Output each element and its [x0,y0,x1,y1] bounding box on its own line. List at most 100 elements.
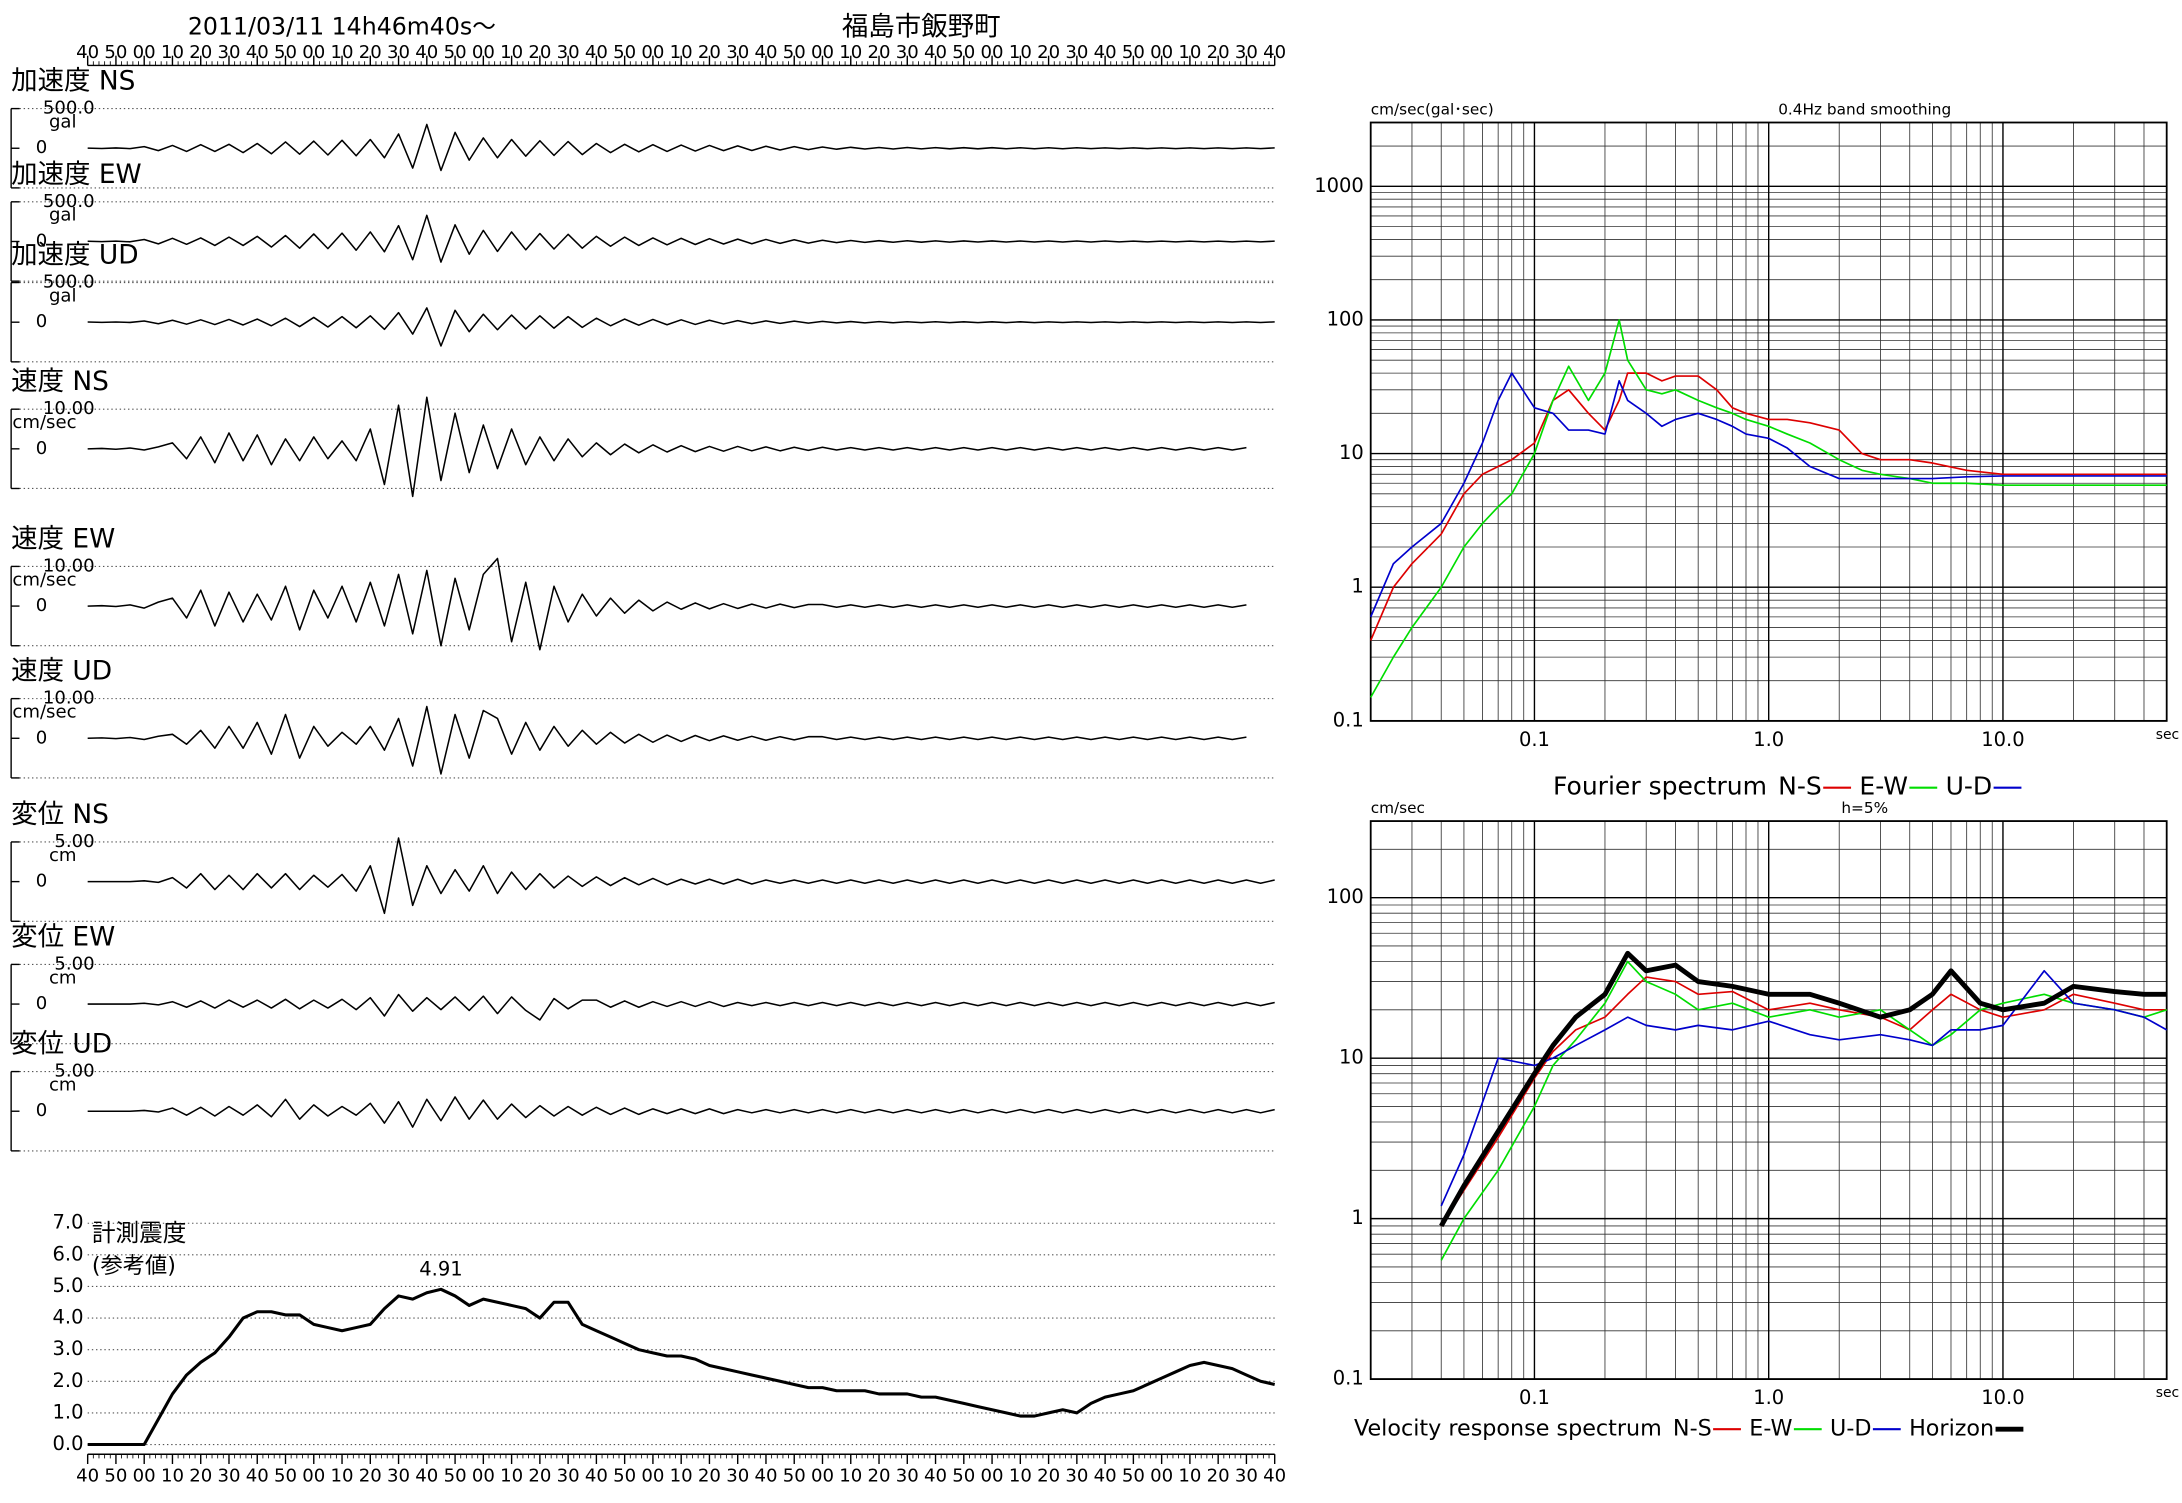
y-tick-label: 10.00 [43,688,95,709]
x-tick-label: 00 [981,42,1004,63]
x-tick-label: 20 [1207,1466,1230,1487]
x-tick-label: 20 [868,1466,891,1487]
legend-label: N-S [1778,772,1822,801]
y-tick-label: 100 [1327,885,1364,908]
y-tick-label: 4.0 [53,1306,84,1329]
waveform [87,705,1247,775]
x-tick-label: 00 [302,1466,325,1487]
legend-label: E-W [1749,1416,1792,1442]
x-tick-label: 30 [896,1466,919,1487]
x-tick-label: 40 [415,42,438,63]
x-tick-label: 40 [76,42,99,63]
x-tick-label: 40 [1263,1466,1286,1487]
y-tick-label: 500.0 [43,98,95,119]
x-tick-label: 0.1 [1519,728,1550,751]
waveform [87,993,1275,1021]
x-tick-label: 40 [585,42,608,63]
x-tick-label: 40 [1094,1466,1117,1487]
unit-label: cm [49,1074,77,1095]
unit-label: gal [49,112,77,133]
x-tick-label: 30 [387,42,410,63]
legend-label: N-S [1673,1416,1712,1442]
x-tick-label: 10 [839,42,862,63]
y-axis-label: cm/sec [1371,799,1425,817]
x-tick-label: 40 [415,1466,438,1487]
unit-label: gal [49,285,77,306]
x-tick-label: 00 [472,42,495,63]
y-tick-label: 6.0 [53,1242,84,1265]
plot-frame [1369,820,2168,1381]
y-tick-label: 0 [36,595,48,616]
x-tick-label: 20 [189,42,212,63]
x-tick-label: 10.0 [1981,1386,2024,1409]
waveform [87,307,1275,347]
x-axis-label: sec [2156,727,2179,743]
x-tick-label: 1.0 [1753,728,1784,751]
x-tick-label: 30 [557,42,580,63]
x-tick-label: 10 [500,42,523,63]
legend-label: U-D [1946,772,1993,801]
chart-subtitle: h=5% [1841,799,1888,817]
y-tick-label: 10.00 [43,555,95,576]
y-tick-label: 2.0 [53,1369,84,1392]
x-tick-label: 50 [444,1466,467,1487]
y-axis-label: cm/sec(gal･sec) [1371,100,1494,118]
y-tick-label: 100 [1327,307,1364,330]
panel-title: 加速度 UD [11,240,138,271]
panel-title: 変位 EW [11,921,115,952]
x-tick-label: 40 [924,1466,947,1487]
x-tick-label: 20 [528,1466,551,1487]
y-tick-label: 500.0 [43,191,95,212]
x-tick-label: 20 [1037,1466,1060,1487]
series-line [1440,960,2167,1261]
unit-label: cm [49,967,77,988]
unit-label: cm [49,845,77,866]
x-tick-label: 50 [613,1466,636,1487]
y-tick-label: 10 [1339,1046,1364,1069]
legend-label: U-D [1830,1416,1871,1442]
x-tick-label: 40 [585,1466,608,1487]
y-tick-label: 0 [36,311,48,332]
x-tick-label: 50 [613,42,636,63]
x-tick-label: 30 [1065,1466,1088,1487]
x-tick-label: 10 [500,1466,523,1487]
x-tick-label: 50 [952,42,975,63]
x-tick-label: 40 [1263,42,1286,63]
x-tick-label: 10 [670,1466,693,1487]
y-tick-label: 10 [1339,441,1364,464]
series-line [1369,372,2167,641]
legend-label: E-W [1859,772,1908,801]
y-tick-label: 5.0 [53,1274,84,1297]
x-tick-label: 10 [1009,42,1032,63]
station: 福島市飯野町 [842,11,1001,42]
intensity-line [87,1287,1276,1447]
x-tick-label: 40 [246,42,269,63]
y-tick-label: 1 [1351,1206,1363,1229]
x-tick-label: 20 [698,42,721,63]
x-tick-label: 50 [274,42,297,63]
chart-subtitle: 0.4Hz band smoothing [1778,100,1951,118]
x-tick-label: 40 [246,1466,269,1487]
x-tick-label: 10 [331,1466,354,1487]
x-tick-label: 40 [924,42,947,63]
panel-title: 変位 UD [11,1029,112,1060]
x-tick-label: 00 [472,1466,495,1487]
x-tick-label: 20 [698,1466,721,1487]
panel-title: 変位 NS [11,799,109,830]
x-tick-label: 20 [1037,42,1060,63]
y-tick-label: 3.0 [53,1337,84,1360]
y-tick-label: 0 [36,1100,48,1121]
panel-title: 速度 EW [11,523,115,554]
x-tick-label: 10 [1178,42,1201,63]
x-tick-label: 10 [1178,1466,1201,1487]
x-tick-label: 50 [1122,42,1145,63]
x-tick-label: 00 [1150,1466,1173,1487]
x-tick-label: 10 [839,1466,862,1487]
x-tick-label: 50 [783,1466,806,1487]
y-tick-label: 0 [36,871,48,892]
x-tick-label: 00 [133,1466,156,1487]
x-tick-label: 00 [1150,42,1173,63]
y-tick-label: 5.00 [54,1061,94,1082]
